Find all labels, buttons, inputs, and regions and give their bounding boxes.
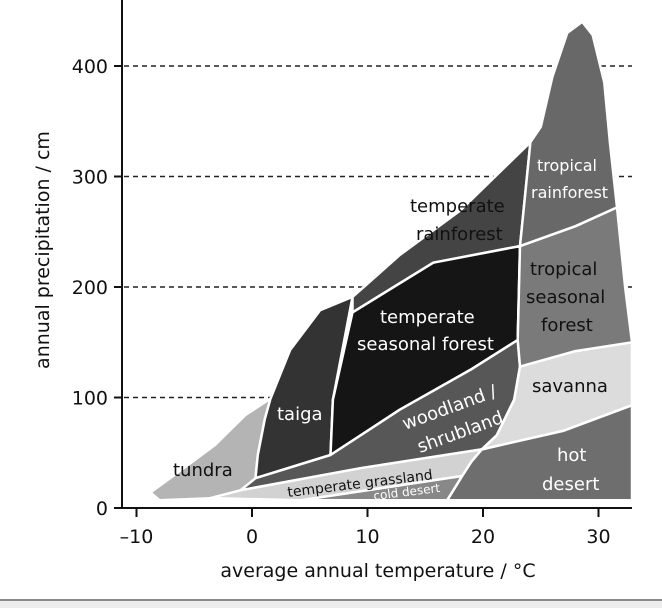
y-tick-label: 300	[72, 167, 108, 189]
label-tropical-rainforest-1: tropical	[537, 156, 597, 175]
label-taiga: taiga	[277, 404, 323, 425]
label-savanna: savanna	[532, 376, 608, 397]
label-tropical-seasonal-forest-1: tropical	[530, 259, 597, 280]
y-tick-label: 400	[72, 56, 108, 78]
x-tick-label: 30	[586, 526, 610, 548]
region-tropical-rainforest	[518, 20, 619, 248]
label-temperate-seasonal-forest-2: seasonal forest	[357, 334, 494, 355]
x-tick-label: 10	[355, 526, 379, 548]
bottom-border	[0, 599, 662, 601]
label-temperate-seasonal-forest-1: temperate	[380, 307, 475, 328]
y-tick-label: 100	[72, 388, 108, 410]
x-axis-label: average annual temperature / °C	[220, 560, 535, 582]
label-temperate-rainforest-2: rainforest	[416, 224, 503, 245]
label-hot-desert-1: hot	[557, 445, 586, 466]
y-tick-label: 200	[72, 277, 108, 299]
label-tropical-seasonal-forest-3: forest	[541, 315, 593, 336]
label-hot-desert-2: desert	[542, 474, 599, 495]
x-tick-label: –10	[120, 526, 154, 548]
x-tick-label: 20	[471, 526, 495, 548]
bottom-strip	[0, 601, 662, 608]
label-tropical-seasonal-forest-2: seasonal	[526, 287, 605, 308]
label-tundra: tundra	[173, 460, 233, 481]
label-temperate-rainforest-1: temperate	[410, 196, 505, 217]
y-tick-label: 0	[96, 498, 108, 520]
y-axis-label: annual precipitation / cm	[32, 131, 54, 369]
x-tick-label: 0	[246, 526, 258, 548]
label-tropical-rainforest-2: rainforest	[531, 183, 608, 202]
